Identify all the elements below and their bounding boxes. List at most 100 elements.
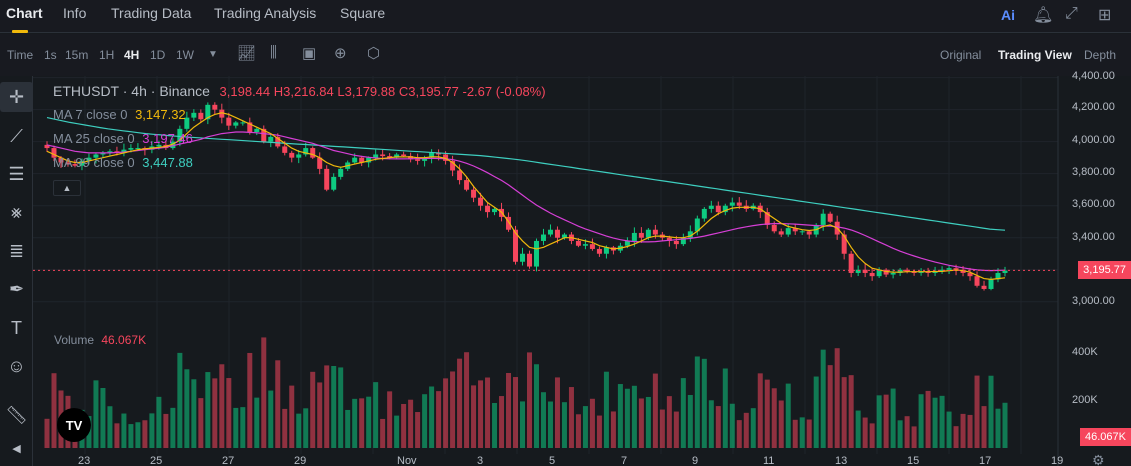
grid-icon[interactable]: ⊞ (1098, 7, 1112, 24)
tab-trading-data[interactable]: Trading Data (111, 5, 192, 21)
ai-icon[interactable]: Ai (1001, 7, 1015, 23)
volume-bar-62 (478, 380, 484, 448)
timeframe-1w[interactable]: 1W (176, 48, 194, 62)
candle-body-20 (184, 117, 190, 129)
candle-body-98 (729, 202, 735, 206)
candle-body-19 (177, 128, 183, 142)
volume-bar-94 (701, 358, 707, 448)
timeframe-1h[interactable]: 1H (99, 48, 115, 62)
volume-bar-98 (729, 403, 735, 448)
volume-bar-106 (785, 383, 791, 448)
chevron-down-icon[interactable]: ▼ (208, 49, 218, 60)
ma99-label: MA 99 close 0 (53, 155, 135, 170)
volume-bar-27 (233, 407, 239, 448)
gear-icon[interactable]: ⚙ (1092, 452, 1105, 466)
candle-body-99 (736, 202, 742, 206)
volume-bar-93 (694, 356, 700, 448)
candle-body-134 (981, 285, 987, 289)
volume-tick-200k: 200K (1072, 394, 1098, 406)
candle-body-89 (666, 237, 672, 241)
collapse-arrow-icon[interactable]: ◀ (12, 442, 21, 455)
candle-body-112 (827, 213, 833, 222)
tab-trading-analysis[interactable]: Trading Analysis (214, 5, 317, 21)
trend-line-icon[interactable]: ⟋ (10, 125, 23, 146)
tradingview-logo-icon: TV (57, 408, 91, 442)
candle-body-34 (282, 146, 288, 153)
volume-bar-66 (506, 372, 512, 448)
candle-body-53 (415, 159, 421, 161)
candle-body-130 (953, 268, 959, 270)
volume-bar-14 (142, 420, 148, 448)
candle-body-96 (715, 205, 721, 213)
brush-icon[interactable]: ✒ (8, 278, 25, 299)
expand-icon[interactable]: ⤢ (1065, 5, 1078, 22)
candle-body-49 (387, 156, 393, 158)
volume-bar-48 (380, 418, 386, 448)
volume-bar-110 (813, 376, 819, 448)
collapse-legend-icon[interactable]: ▲ (53, 180, 81, 196)
view-original[interactable]: Original (940, 48, 982, 62)
x-tick-23: 23 (78, 455, 91, 466)
horizontal-lines-icon[interactable]: ☰ (8, 163, 25, 184)
view-depth[interactable]: Depth (1084, 48, 1117, 62)
volume-bar-31 (261, 337, 267, 448)
tab-chart[interactable]: Chart (6, 5, 43, 21)
candle-body-63 (485, 205, 491, 213)
tab-info[interactable]: Info (63, 5, 87, 21)
candle-body-94 (701, 208, 707, 219)
volume-bar-76 (575, 414, 581, 448)
ma25-value: 3,197.46 (142, 131, 193, 146)
view-trading-view[interactable]: Trading View (998, 48, 1072, 62)
camera-icon[interactable]: ▣ (302, 45, 317, 62)
timeframe-1s[interactable]: 1s (44, 48, 57, 62)
candle-body-70 (533, 240, 539, 267)
candle-body-61 (471, 189, 477, 198)
volume-bar-118 (869, 423, 875, 448)
volume-bar-69 (526, 352, 532, 448)
emoji-icon[interactable]: ☺ (7, 355, 26, 376)
candle-body-36 (296, 154, 302, 158)
add-indicator-icon[interactable]: ⊕ (334, 45, 347, 62)
candle-body-105 (778, 231, 784, 235)
volume-bar-124 (911, 426, 917, 448)
ma25-line (46, 131, 1006, 272)
volume-bar-45 (359, 398, 365, 448)
candle-body-107 (792, 228, 798, 232)
volume-bar-1 (51, 373, 57, 448)
volume-bar-63 (485, 377, 491, 448)
candle-body-85 (638, 232, 644, 238)
candle-body-84 (631, 232, 637, 241)
ohlc-change: -2.67 (-0.08%) (462, 84, 546, 99)
candle-body-45 (359, 157, 365, 163)
candle-body-44 (352, 157, 358, 163)
ohlc-high: H3,216.84 (273, 84, 334, 99)
candles-icon[interactable]: ⫼ (270, 44, 277, 61)
candle-body-38 (310, 148, 316, 158)
timeframe-15m[interactable]: 15m (65, 48, 89, 62)
ohlc-low: L3,179.88 (337, 84, 396, 99)
volume-bar-89 (666, 396, 672, 448)
bell-icon[interactable]: 🔔︎ (1033, 7, 1054, 24)
volume-bar-32 (268, 390, 274, 448)
candle-body-77 (582, 244, 588, 246)
timeframe-1d[interactable]: 1D (150, 48, 166, 62)
candle-body-122 (897, 269, 903, 273)
volume-bar-42 (338, 367, 344, 448)
crosshair-icon[interactable]: ✛ (0, 82, 33, 112)
settings-hex-icon[interactable]: ⬡ (367, 45, 381, 62)
line-chart-icon[interactable]: 📈︎ (237, 45, 257, 62)
timeframe-4h[interactable]: 4H (124, 48, 140, 62)
ruler-icon[interactable]: 📏︎ (5, 404, 28, 425)
pattern-icon[interactable]: ⨳ (10, 201, 23, 222)
timeframe-time[interactable]: Time (7, 48, 34, 62)
text-icon[interactable]: T (11, 317, 22, 338)
x-tick-25: 25 (150, 455, 163, 466)
tab-square[interactable]: Square (340, 5, 386, 21)
volume-bar-121 (890, 388, 896, 448)
moving-averages (46, 112, 1006, 281)
volume-bar-38 (310, 371, 316, 448)
volume-bar-55 (429, 386, 435, 448)
volume-bar-26 (226, 378, 232, 448)
volume-bar-77 (582, 406, 588, 448)
fib-icon[interactable]: ≣ (8, 240, 25, 261)
